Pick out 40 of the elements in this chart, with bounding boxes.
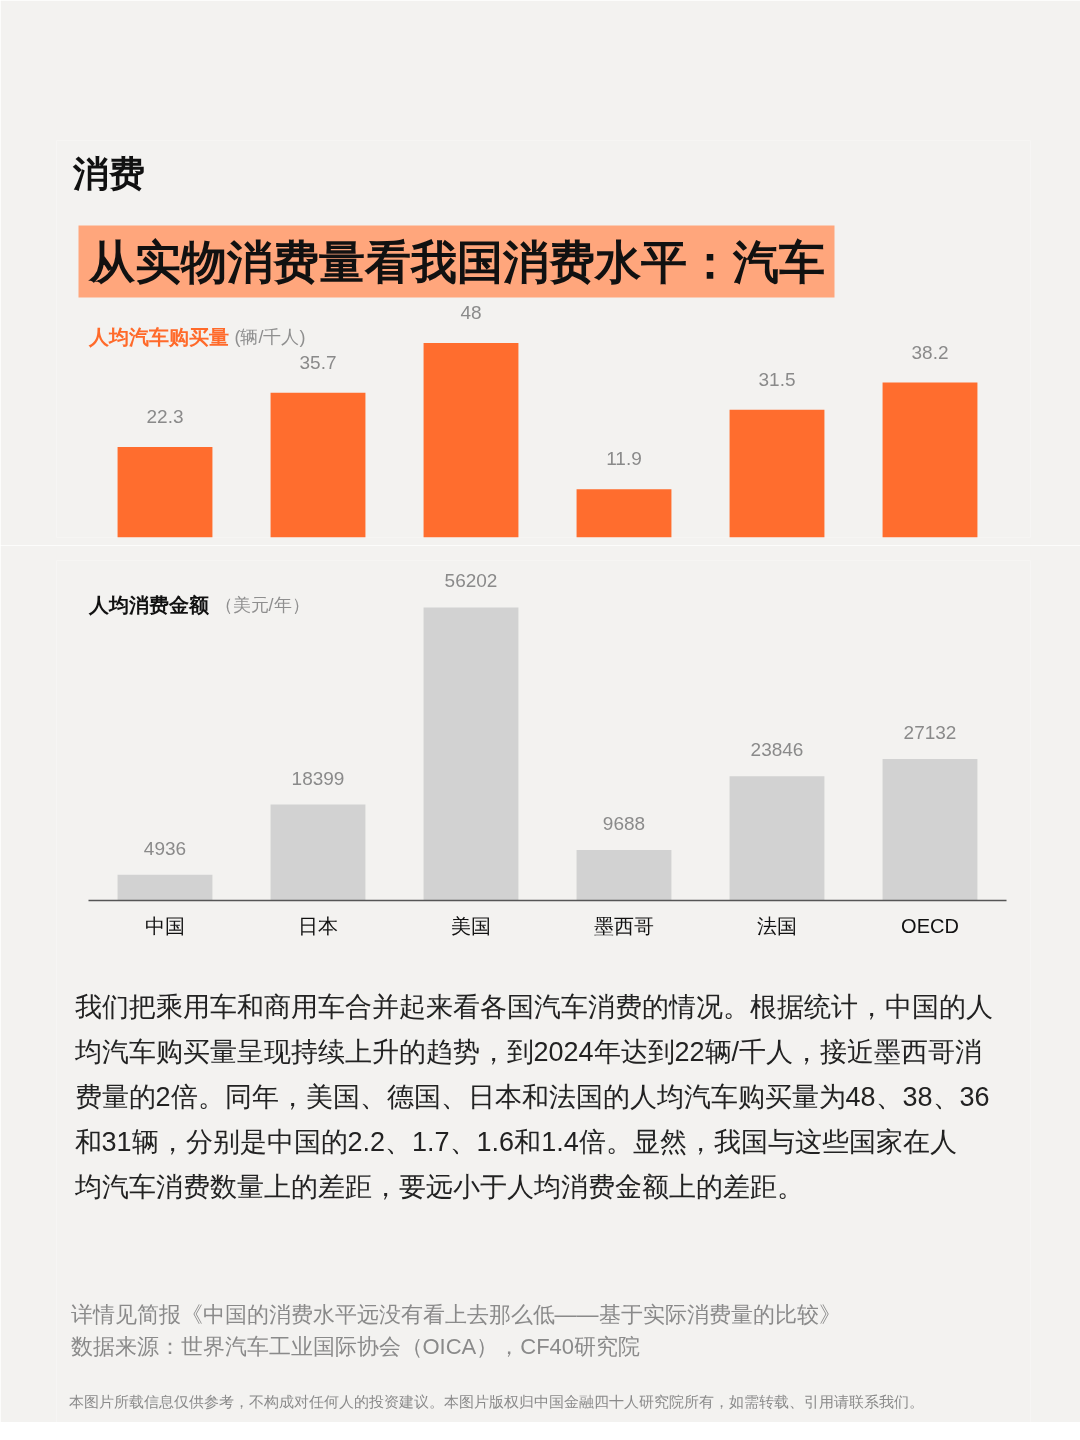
data-label: 9688 — [602, 812, 646, 834]
bar — [882, 759, 978, 901]
x-tick-label: 日本 — [298, 914, 338, 937]
x-tick-label: OECD — [901, 914, 959, 937]
text: 详情见简报《中国的消费水平远没有看上去那么低——基于实际消费量的比较》 — [70, 1301, 841, 1327]
data-label: 22.3 — [146, 406, 184, 428]
text: 本图片所载信息仅供参考，不构成对任何人的投资建议。本图片版权归中国金融四十人研究院所有，如需转载、引用请联系我们。 — [68, 1392, 924, 1410]
data-label: 31.5 — [758, 368, 796, 390]
bar — [270, 804, 366, 901]
text: 我们把乘用车和商用车合并起来看各国汽车消费的情况。根据统计，中国的人均汽车购买量呈现持续上升的趋势，到2024年达到22辆/千人，接近墨西哥消费量的2倍。同年，美国、德国、日本和法国的人均汽车购买量为48、38、36和31辆，分别是中国的2.2、1.7、1.6和1.4倍。显然，我国与这些国家在人均汽车消费数量上的差距，要远小于人均消费金额上的差距。 — [73, 991, 993, 1202]
data-label: 4936 — [143, 837, 187, 859]
chart-subtitle: (辆/千人) — [234, 326, 306, 347]
text: 从实物消费量看我国消费水平：汽车 — [87, 235, 825, 288]
data-label: 11.9 — [606, 448, 642, 470]
bar — [423, 607, 519, 901]
x-tick-label: 中国 — [145, 914, 185, 937]
bar — [882, 382, 978, 538]
chart-subtitle: （美元/年） — [214, 594, 310, 615]
data-label: 23846 — [750, 739, 804, 761]
chart-title: 人均汽车购买量 — [87, 325, 229, 348]
data-label: 18399 — [291, 767, 345, 789]
chart-title: 人均消费金额 — [87, 593, 210, 616]
x-tick-label: 美国 — [451, 914, 491, 937]
x-tick-label: 墨西哥 — [594, 914, 654, 937]
data-label: 38.2 — [911, 341, 949, 363]
bar — [576, 849, 672, 901]
bar — [576, 489, 672, 538]
data-label: 56202 — [444, 570, 498, 592]
bar — [270, 392, 366, 538]
data-label: 35.7 — [299, 351, 337, 373]
bar — [729, 409, 825, 538]
bar — [117, 447, 213, 538]
data-label: 48 — [460, 301, 482, 323]
bar — [423, 342, 519, 538]
text: 消费 — [71, 152, 145, 194]
bar — [729, 776, 825, 901]
data-label: 27132 — [903, 722, 957, 743]
source-note: 数据来源：世界汽车工业国际协会（OICA），CF40研究院 — [70, 1333, 641, 1359]
x-tick-label: 法国 — [757, 914, 797, 937]
bar — [117, 874, 213, 901]
